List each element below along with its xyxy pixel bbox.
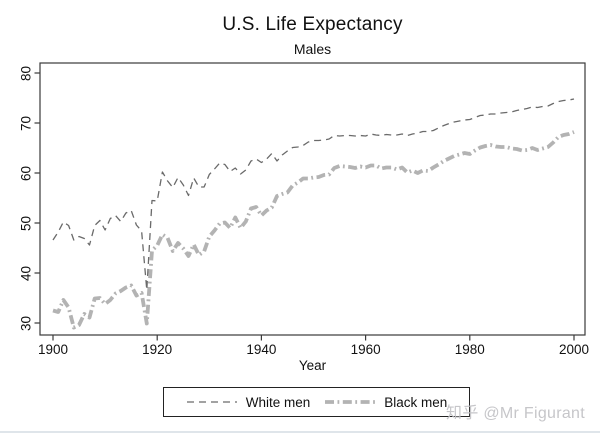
- legend-sample-black-men-icon: [325, 400, 376, 404]
- chart-title: U.S. Life Expectancy: [222, 14, 403, 35]
- legend-entry-white-men: White men: [186, 394, 311, 410]
- chart-subtitle: Males: [293, 41, 332, 57]
- watermark: 知乎 @Mr Figurant: [446, 405, 585, 422]
- legend-entry-black-men: Black men: [324, 395, 447, 410]
- legend-label-white-men: White men: [245, 394, 311, 410]
- legend-sample-white-men-icon: [186, 401, 237, 403]
- series-line-black-men: [52, 130, 575, 330]
- y-tick-label: 80: [18, 65, 34, 81]
- bottom-divider: [0, 431, 600, 433]
- series-line-white-men: [52, 98, 575, 291]
- x-tick-label: 1960: [350, 342, 381, 357]
- legend: White men Black men: [163, 387, 470, 417]
- y-tick-label: 70: [18, 115, 34, 131]
- plot-frame: [39, 62, 586, 336]
- y-tick-label: 50: [18, 215, 34, 231]
- x-tick-label: 1980: [454, 342, 485, 357]
- y-tick-label: 40: [18, 265, 34, 281]
- x-tick-label: 2000: [558, 342, 590, 357]
- x-tick-label: 1920: [142, 342, 173, 357]
- x-axis-title: Year: [298, 358, 327, 373]
- x-tick-label: 1900: [37, 342, 69, 357]
- y-tick-label: 60: [18, 165, 34, 181]
- y-tick-label: 30: [18, 315, 34, 331]
- legend-label-black-men: Black men: [384, 394, 448, 410]
- x-tick-label: 1940: [246, 342, 277, 357]
